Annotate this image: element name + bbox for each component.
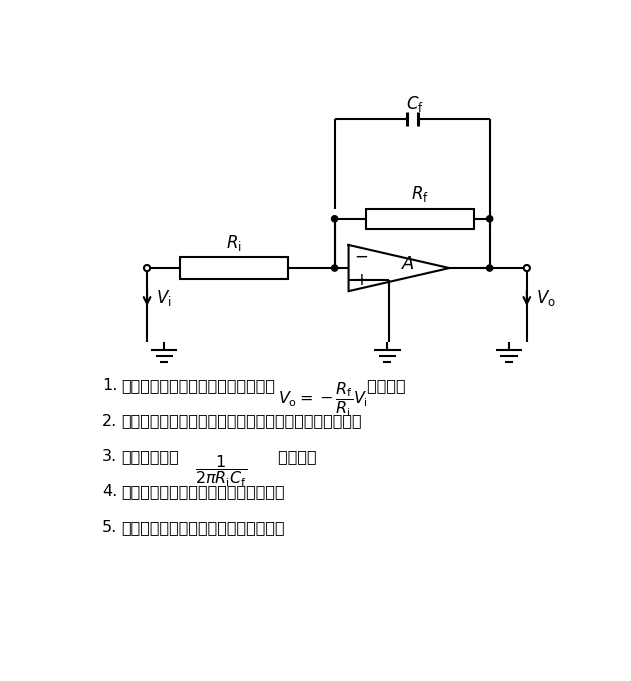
Circle shape [144, 265, 150, 271]
Text: 出力インピーダンスは無限大である。: 出力インピーダンスは無限大である。 [122, 520, 285, 535]
Text: 入力インピーダンスは無限大である。: 入力インピーダンスは無限大である。 [122, 484, 285, 499]
Text: $C_{\mathrm{f}}$: $C_{\mathrm{f}}$ [406, 94, 424, 114]
Text: $V_{\mathrm{o}}$: $V_{\mathrm{o}}$ [536, 289, 556, 308]
Text: 2.: 2. [102, 413, 117, 428]
Circle shape [331, 265, 338, 271]
Text: 遮断周波数は: 遮断周波数は [122, 449, 179, 464]
Circle shape [524, 265, 530, 271]
Text: $V_{\mathrm{o}} = -\dfrac{R_{\mathrm{f}}}{R_{\mathrm{i}}}V_{\mathrm{i}}$: $V_{\mathrm{o}} = -\dfrac{R_{\mathrm{f}}… [278, 381, 368, 419]
Bar [180, 257, 288, 279]
Bar [365, 209, 474, 229]
Circle shape [487, 216, 493, 222]
Text: 5.: 5. [102, 520, 117, 535]
Text: $\dfrac{1}{2\pi R_{\mathrm{i}} C_{\mathrm{f}}}$: $\dfrac{1}{2\pi R_{\mathrm{i}} C_{\mathr… [195, 453, 247, 488]
Text: 遮断周波数より十分に高い帯域では微分特性を有する。: 遮断周波数より十分に高い帯域では微分特性を有する。 [122, 413, 362, 428]
Text: 4.: 4. [102, 484, 117, 499]
Text: +: + [354, 270, 368, 289]
Text: 3.: 3. [102, 449, 117, 464]
Text: A: A [402, 255, 415, 273]
Text: である。: である。 [273, 449, 316, 464]
Circle shape [331, 216, 338, 222]
Text: $R_{\mathrm{i}}$: $R_{\mathrm{i}}$ [226, 233, 242, 253]
Text: −: − [354, 247, 368, 266]
Circle shape [487, 265, 493, 271]
Text: $R_{\mathrm{f}}$: $R_{\mathrm{f}}$ [411, 184, 429, 204]
Text: $V_{\mathrm{i}}$: $V_{\mathrm{i}}$ [156, 289, 172, 308]
Text: 1.: 1. [102, 378, 117, 393]
Text: 遮断周波数より十分に低い帯域では: 遮断周波数より十分に低い帯域では [122, 378, 276, 393]
Text: である。: である。 [362, 378, 405, 393]
